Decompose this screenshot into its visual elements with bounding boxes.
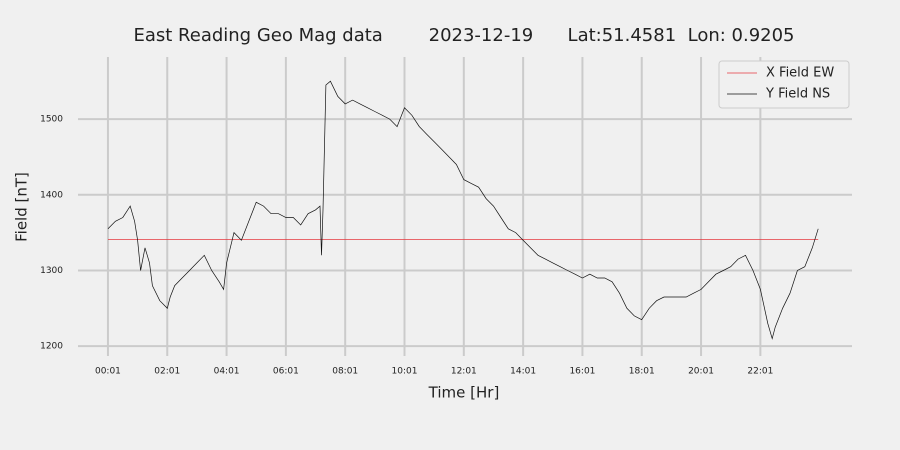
legend-label: Y Field NS: [765, 87, 830, 102]
x-tick-label: 20:01: [688, 367, 714, 377]
x-tick-label: 14:01: [510, 367, 536, 377]
x-tick-label: 18:01: [629, 367, 655, 377]
x-tick-label: 04:01: [214, 367, 240, 377]
series-line: [107, 80, 819, 340]
x-tick-label: 22:01: [747, 367, 773, 377]
x-tick-label: 10:01: [392, 367, 418, 377]
x-tick-label: 02:01: [154, 367, 180, 377]
y-tick-label: 1400: [40, 190, 63, 200]
x-tick-label: 08:01: [332, 367, 358, 377]
x-tick-label: 00:01: [95, 367, 121, 377]
x-axis-label: Time [Hr]: [428, 384, 500, 402]
x-tick-label: 12:01: [451, 367, 477, 377]
y-tick-label: 1200: [40, 342, 63, 352]
y-tick-label: 1300: [40, 266, 63, 276]
x-tick-label: 16:01: [569, 367, 595, 377]
legend-label: X Field EW: [766, 66, 834, 81]
y-axis-label: Field [nT]: [13, 172, 31, 242]
x-tick-label: 06:01: [273, 367, 299, 377]
y-tick-label: 1500: [40, 115, 63, 125]
chart-title: East Reading Geo Mag data 2023-12-19 Lat…: [133, 25, 794, 46]
